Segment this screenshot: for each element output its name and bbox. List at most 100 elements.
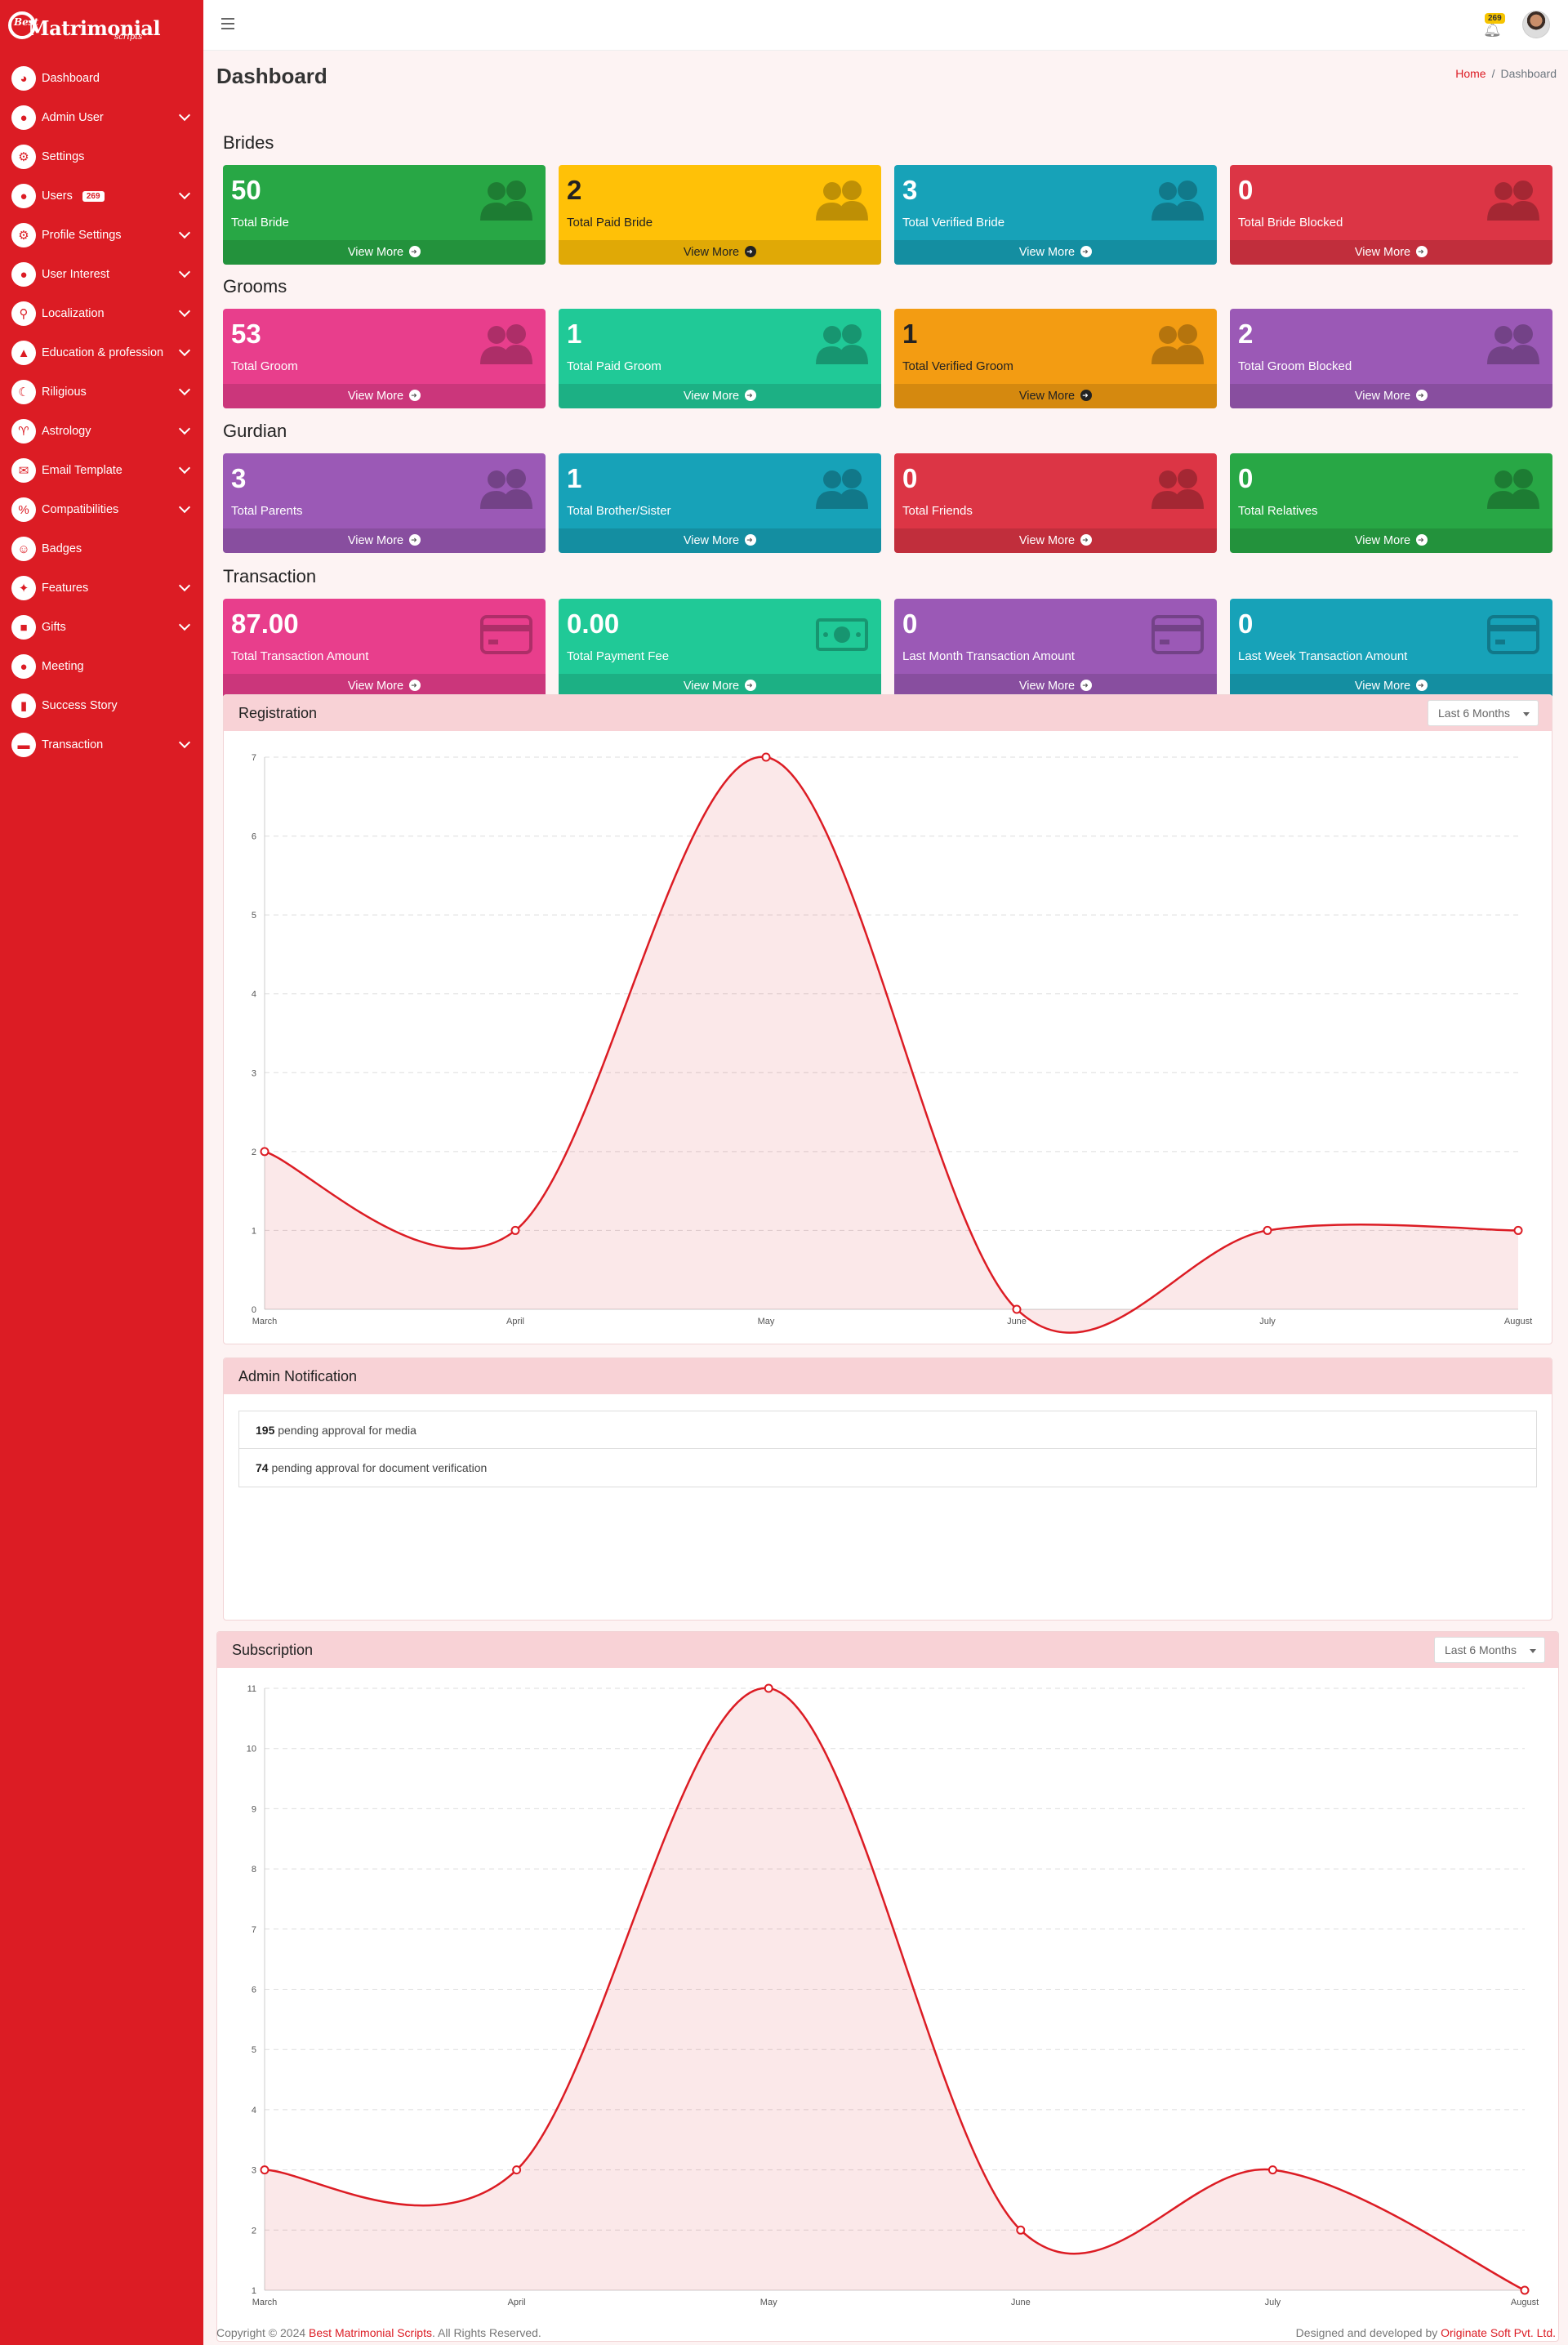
sidebar-item-user-interest[interactable]: ● User Interest xyxy=(0,255,203,294)
chevron-down-icon[interactable] xyxy=(178,226,191,239)
view-more-link[interactable]: View More xyxy=(1230,239,1552,265)
view-more-link[interactable]: View More xyxy=(1230,383,1552,408)
bell-icon[interactable]: 🔔︎ xyxy=(1483,21,1502,38)
sidebar-item-email-template[interactable]: ✉ Email Template xyxy=(0,451,203,490)
stat-label: Total Bride xyxy=(231,216,289,230)
chevron-down-icon[interactable] xyxy=(178,344,191,357)
sidebar-item-education-profession[interactable]: ▲ Education & profession xyxy=(0,333,203,372)
stat-box-total-verified-bride: 3 Total Verified Bride View More xyxy=(894,165,1217,265)
data-point[interactable] xyxy=(761,752,771,762)
chevron-down-icon[interactable] xyxy=(178,579,191,592)
section-title-transaction: Transaction xyxy=(223,566,317,586)
data-point[interactable] xyxy=(1520,2285,1530,2295)
arrow-circle-right-icon xyxy=(409,383,421,408)
sidebar-item-compatibilities[interactable]: % Compatibilities xyxy=(0,490,203,529)
sidebar-item-label: Gifts xyxy=(42,621,66,634)
stat-label: Total Brother/Sister xyxy=(567,504,671,518)
view-more-link[interactable]: View More xyxy=(894,528,1217,553)
chevron-down-icon[interactable] xyxy=(178,305,191,318)
data-point[interactable] xyxy=(1263,1225,1272,1235)
view-more-label: View More xyxy=(347,246,404,259)
stat-label: Total Bride Blocked xyxy=(1238,216,1343,230)
brand-suffix: scripts xyxy=(114,33,143,42)
data-point[interactable] xyxy=(260,1147,270,1157)
sidebar-item-features[interactable]: ✦ Features xyxy=(0,568,203,608)
chevron-down-icon[interactable] xyxy=(178,618,191,631)
sidebar-item-profile-settings[interactable]: ⚙ Profile Settings xyxy=(0,216,203,255)
stat-label: Last Week Transaction Amount xyxy=(1238,649,1408,663)
sidebar-item-settings[interactable]: ⚙ Settings xyxy=(0,137,203,176)
sidebar-item-gifts[interactable]: ■ Gifts xyxy=(0,608,203,647)
registration-range-select[interactable]: Last 6 Months xyxy=(1428,700,1539,726)
stat-value: 0.00 xyxy=(567,609,620,639)
view-more-link[interactable]: View More xyxy=(559,528,881,553)
sidebar-item-meeting[interactable]: ● Meeting xyxy=(0,647,203,686)
view-more-link[interactable]: View More xyxy=(223,528,546,553)
sidebar-item-admin-user[interactable]: ● Admin User xyxy=(0,98,203,137)
view-more-link[interactable]: View More xyxy=(559,383,881,408)
notification-count: 74 xyxy=(256,1461,269,1474)
sidebar-item-success-story[interactable]: ▮ Success Story xyxy=(0,686,203,725)
notification-badge[interactable]: 269 xyxy=(1485,13,1505,24)
data-point[interactable] xyxy=(1016,2225,1026,2235)
data-point[interactable] xyxy=(764,1683,773,1693)
chevron-down-icon[interactable] xyxy=(178,383,191,396)
footer-company-link[interactable]: Best Matrimonial Scripts xyxy=(309,2326,432,2339)
view-more-link[interactable]: View More xyxy=(894,383,1217,408)
data-point[interactable] xyxy=(1267,2165,1277,2175)
chevron-down-icon[interactable] xyxy=(178,461,191,475)
credit-card-icon xyxy=(480,613,532,660)
data-point[interactable] xyxy=(1513,1225,1523,1235)
data-point[interactable] xyxy=(512,2165,522,2175)
avatar[interactable] xyxy=(1522,11,1550,38)
chevron-down-icon[interactable] xyxy=(178,109,191,122)
chevron-down-icon[interactable] xyxy=(178,501,191,514)
sidebar-item-astrology[interactable]: ♈ Astrology xyxy=(0,412,203,451)
footer-developer-link[interactable]: Originate Soft Pvt. Ltd. xyxy=(1441,2326,1556,2339)
sidebar-item-transaction[interactable]: ▬ Transaction xyxy=(0,725,203,765)
sidebar-item-label: Transaction xyxy=(42,738,104,751)
stat-value: 1 xyxy=(902,319,918,349)
view-more-link[interactable]: View More xyxy=(223,383,546,408)
stat-box-total-paid-groom: 1 Total Paid Groom View More xyxy=(559,309,881,408)
section-title-grooms: Grooms xyxy=(223,276,287,296)
data-point[interactable] xyxy=(1012,1304,1022,1314)
stat-label: Total Groom xyxy=(231,359,298,373)
stat-box-total-parents: 3 Total Parents View More xyxy=(223,453,546,553)
dashboard-icon: ◕ xyxy=(11,66,36,91)
data-point[interactable] xyxy=(260,2165,270,2175)
sidebar-item-dashboard[interactable]: ◕ Dashboard xyxy=(0,59,203,98)
heart-logo-icon: Best xyxy=(8,11,38,39)
sidebar-item-badges[interactable]: ☺ Badges xyxy=(0,529,203,568)
sidebar-item-label: Riligious xyxy=(42,386,87,399)
breadcrumb-home-link[interactable]: Home xyxy=(1455,67,1486,80)
brand-logo[interactable]: Best Matrimonial scripts xyxy=(0,0,203,51)
view-more-link[interactable]: View More xyxy=(894,239,1217,265)
transaction-stats-row: 87.00 Total Transaction Amount View More 0… xyxy=(223,599,1552,698)
y-tick-label: 4 xyxy=(252,2106,256,2115)
view-more-link[interactable]: View More xyxy=(223,239,546,265)
data-point[interactable] xyxy=(510,1225,520,1235)
stat-value: 87.00 xyxy=(231,609,299,639)
chevron-down-icon[interactable] xyxy=(178,422,191,435)
footer-rights: . All Rights Reserved. xyxy=(431,2326,541,2339)
chevron-down-icon[interactable] xyxy=(178,187,191,200)
view-more-link[interactable]: View More xyxy=(559,239,881,265)
x-tick-label: August xyxy=(1511,2298,1539,2307)
view-more-link[interactable]: View More xyxy=(1230,528,1552,553)
notification-list: 195 pending approval for media 74 pending… xyxy=(238,1411,1537,1487)
stat-label: Total Parents xyxy=(231,504,303,518)
hamburger-menu-icon[interactable] xyxy=(221,18,234,29)
chevron-down-icon[interactable] xyxy=(178,736,191,749)
chevron-down-icon[interactable] xyxy=(178,265,191,279)
subscription-range-select[interactable]: Last 6 Months xyxy=(1434,1637,1545,1663)
notification-item[interactable]: 195 pending approval for media xyxy=(239,1411,1536,1449)
stat-label: Total Paid Bride xyxy=(567,216,653,230)
notification-item[interactable]: 74 pending approval for document verific… xyxy=(239,1449,1536,1487)
sidebar-item-riligious[interactable]: ☾ Riligious xyxy=(0,372,203,412)
sidebar-item-localization[interactable]: ⚲ Localization xyxy=(0,294,203,333)
stat-value: 3 xyxy=(902,175,918,205)
stat-label: Total Transaction Amount xyxy=(231,649,369,663)
brides-stats-row: 50 Total Bride View More 2 Total Paid Bride… xyxy=(223,165,1552,265)
sidebar-item-users[interactable]: ● Users 269 xyxy=(0,176,203,216)
